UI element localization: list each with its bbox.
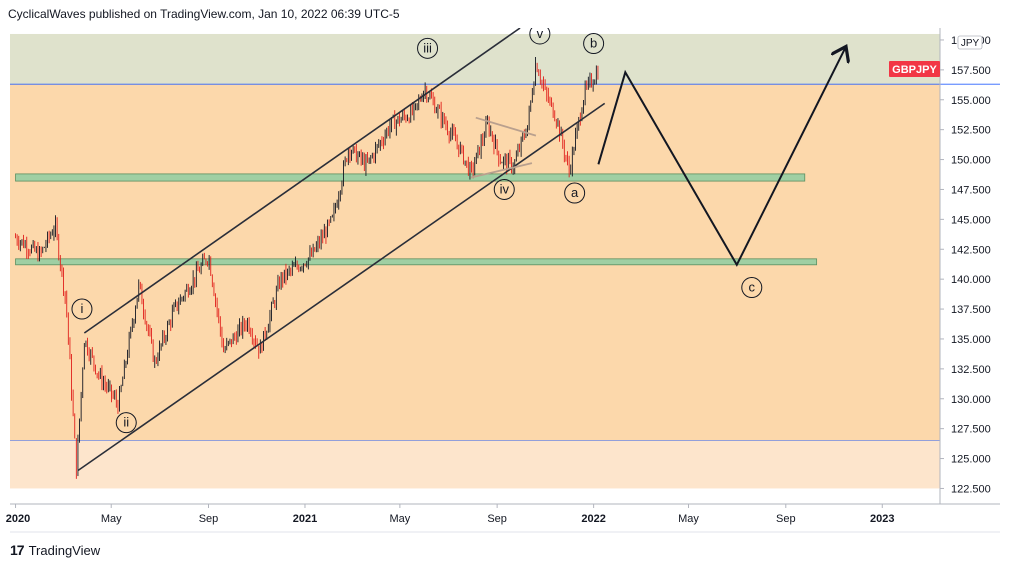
wave-label-iv[interactable]: iv [493,178,515,200]
publisher-caption: CyclicalWaves published on TradingView.c… [8,7,400,21]
price-tick-label: 157.500 [951,65,991,77]
symbol-badge: GBPJPY [889,61,940,77]
tradingview-logo-icon: 17 [10,542,25,558]
price-tick-label: 130.000 [951,394,991,406]
price-tick-label: 137.500 [951,304,991,316]
triangle-line[interactable] [470,162,533,179]
symbol-badge-label: GBPJPY [892,64,937,76]
price-axis: 122.500 125.000 127.500 130.000 132.500 135.0… [940,35,991,495]
wave-label-b[interactable]: b [583,33,605,55]
wave-label-v[interactable]: v [529,24,551,45]
wave-label-text: v [537,26,544,41]
wave-label-a[interactable]: a [564,182,586,204]
background-band [10,440,940,489]
time-tick-label: 2023 [870,513,894,525]
time-tick-label: Sep [776,513,796,525]
price-tick-label: 150.000 [951,155,991,167]
time-tick-label: 2021 [293,513,317,525]
price-tick-label: 147.500 [951,184,991,196]
wave-label-iii[interactable]: iii [417,37,439,59]
price-tick-label: 127.500 [951,424,991,436]
support-zone[interactable] [15,173,806,182]
wave-label-text: i [81,301,84,316]
price-tick-label: 155.000 [951,95,991,107]
triangle-pattern [470,116,537,179]
price-tick-label: 142.500 [951,244,991,256]
wave-label-text: a [571,185,579,200]
channel-line-lower[interactable] [77,102,606,472]
trend-channel [77,28,606,472]
wave-label-text: c [749,280,756,295]
price-tick-label: 132.500 [951,364,991,376]
wave-label-text: iv [500,181,510,196]
time-tick-label: Sep [199,513,219,525]
wave-label-text: ii [123,415,129,430]
time-tick-label: May [389,513,410,525]
support-zone[interactable] [15,258,818,266]
time-tick-label: May [678,513,699,525]
wave-label-c[interactable]: c [741,277,763,299]
time-tick-label: 2022 [581,513,605,525]
price-candles [15,56,599,479]
wave-projection [597,48,845,267]
currency-label: JPY [961,38,980,49]
price-tick-label: 145.000 [951,214,991,226]
triangle-line[interactable] [475,116,537,137]
price-tick-label: 135.000 [951,334,991,346]
price-tick-label: 125.000 [951,454,991,466]
price-tick-label: 122.500 [951,483,991,495]
wave-label-text: b [590,36,597,51]
time-tick-label: 2020 [6,513,30,525]
footer-brand[interactable]: 17 TradingView [10,542,100,558]
time-axis: 2020 May Sep 2021 May Sep 2022 May Sep 2023 [6,504,895,525]
price-tick-label: 152.500 [951,125,991,137]
footer-brand-label: TradingView [28,542,101,558]
wave-label-ii[interactable]: ii [115,412,137,434]
time-tick-label: May [101,513,122,525]
wave-label-i[interactable]: i [71,298,93,320]
time-tick-label: Sep [487,513,507,525]
wave-label-text: iii [423,40,432,55]
channel-line-upper[interactable] [83,28,521,334]
currency-box: JPY [957,35,983,50]
price-tick-label: 140.000 [951,274,991,286]
projection-path[interactable] [597,48,845,267]
